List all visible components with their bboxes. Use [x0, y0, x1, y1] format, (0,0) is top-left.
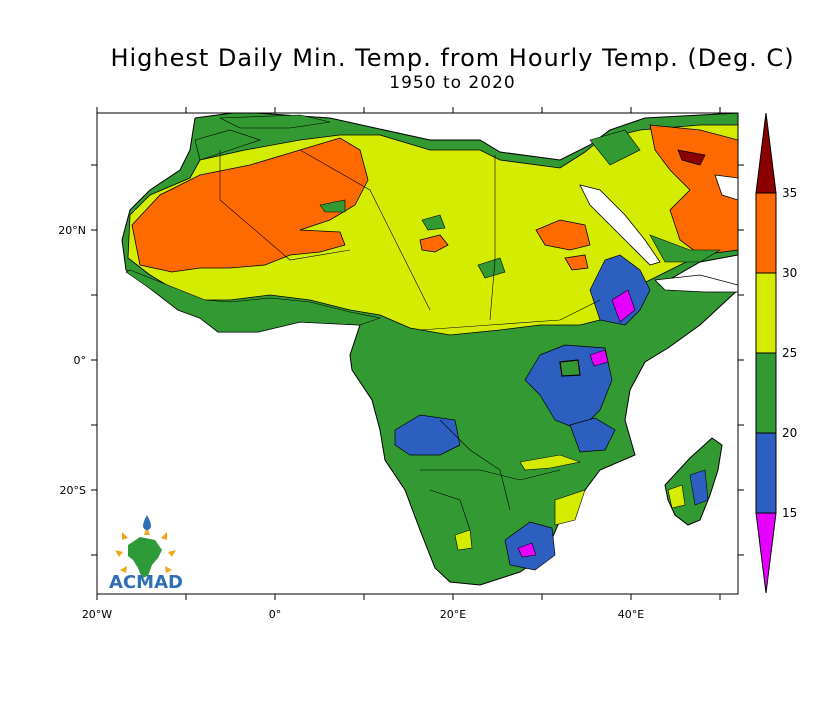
- colorbar-label: 20: [782, 426, 797, 440]
- tick-marks: [91, 107, 744, 600]
- zone-25-30-zambezi: [519, 454, 582, 471]
- acmad-logo: ACMAD: [109, 515, 183, 593]
- zone-20-25-sahel: [125, 269, 382, 333]
- zone-20-25-atlas: [194, 129, 261, 161]
- y-tick-label: 20°S: [60, 484, 86, 497]
- colorbar-label: 25: [782, 346, 797, 360]
- colorbar-below-15: [755, 512, 777, 594]
- map-frame: [96, 112, 739, 595]
- colorbar-label: 35: [782, 186, 797, 200]
- country-borders: [219, 149, 601, 531]
- x-tick-label: 0°: [269, 608, 282, 621]
- colorbar-above-35: [755, 112, 777, 194]
- zone-below-15-rwanda: [589, 349, 609, 367]
- colorbar-20-25: [755, 352, 777, 434]
- zone-20-25-yemen: [649, 234, 722, 263]
- zone-20-25-levant: [589, 129, 641, 166]
- zone-30-35-chad: [419, 234, 449, 253]
- y-tick-label: 20°N: [58, 224, 86, 237]
- temperature-field: [97, 113, 738, 586]
- zone-above-35: [677, 149, 706, 166]
- zone-20-25-hoggar: [319, 199, 346, 213]
- zone-25-30-mozambique: [554, 489, 586, 526]
- water-drop-icon: [143, 515, 151, 530]
- zone-20-25-darfur: [477, 257, 506, 279]
- x-tick-label: 20°E: [440, 608, 466, 621]
- colorbar-label: 30: [782, 266, 797, 280]
- zone-25-30-kalahari: [454, 529, 473, 551]
- mediterranean-shore: [97, 113, 195, 118]
- zone-30-35-sudan: [564, 254, 589, 271]
- y-tick-label: 0°: [74, 354, 87, 367]
- zone-15-20-tanzania: [569, 417, 616, 453]
- lake-victoria: [559, 359, 581, 377]
- zone-15-20-madagascar: [689, 469, 709, 506]
- red-sea: [579, 184, 661, 266]
- zone-15-20-angola: [394, 414, 461, 456]
- gulf-of-aden: [654, 274, 738, 293]
- zone-30-35-sahara: [131, 137, 369, 273]
- zone-25-30-madagascar: [667, 484, 686, 509]
- sun-rays-icon: [115, 527, 176, 573]
- colorbar: 35 30 25 20 15: [755, 112, 797, 594]
- zone-30-35-libya: [535, 219, 591, 251]
- colorbar-label: 15: [782, 506, 797, 520]
- zone-20-25-coast: [219, 114, 331, 129]
- acmad-logo-text: ACMAD: [109, 572, 183, 593]
- persian-gulf: [714, 174, 738, 201]
- x-tick-label: 20°W: [82, 608, 112, 621]
- zone-below-15-ethiopia: [611, 289, 636, 323]
- colorbar-25-30: [755, 272, 777, 354]
- colorbar-15-20: [755, 432, 777, 514]
- x-tick-label: 40°E: [618, 608, 644, 621]
- africa-silhouette-icon: [128, 537, 162, 578]
- zone-20-25-tibesti: [421, 214, 446, 231]
- map-title: Highest Daily Min. Temp. from Hourly Tem…: [110, 44, 795, 72]
- colorbar-30-35: [755, 192, 777, 274]
- zone-15-20-ethiopia: [589, 254, 651, 326]
- zone-30-35-arabia: [649, 124, 738, 256]
- map-subtitle: 1950 to 2020: [389, 73, 516, 93]
- zone-below-15-lesotho: [517, 542, 537, 558]
